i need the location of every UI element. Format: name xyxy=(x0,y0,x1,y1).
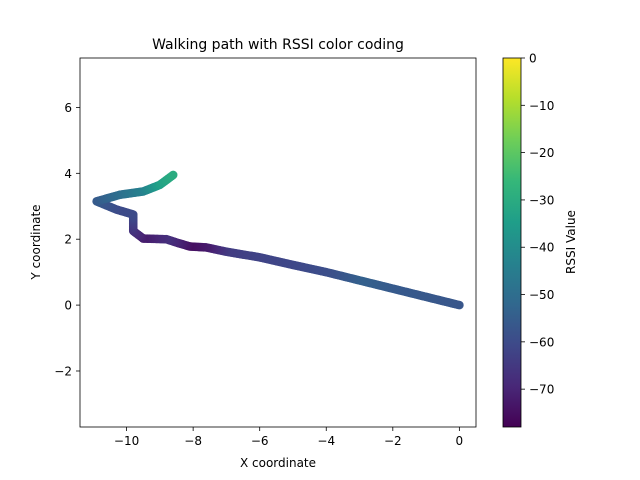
path-point xyxy=(168,170,178,180)
colorbar-tick-label: −40 xyxy=(529,241,554,255)
colorbar-ticks: 0 −10 −20 −30 −40 −50 −60 −70 xyxy=(521,52,554,397)
plot-frame xyxy=(79,57,477,428)
x-tick-label: 0 xyxy=(456,434,464,448)
y-tick-label: 4 xyxy=(64,167,72,181)
y-tick-label: −2 xyxy=(54,364,72,378)
colorbar-gradient xyxy=(502,57,522,428)
colorbar: 0 −10 −20 −30 −40 −50 −60 −70 RSSI Value xyxy=(502,52,578,428)
colorbar-label: RSSI Value xyxy=(564,210,578,274)
y-tick-label: 6 xyxy=(64,101,72,115)
colorbar-tick-label: −50 xyxy=(529,288,554,302)
colorbar-tick-label: 0 xyxy=(529,52,537,66)
x-tick-label: −10 xyxy=(114,434,139,448)
x-tick-label: −8 xyxy=(184,434,202,448)
x-tick-label: −4 xyxy=(317,434,335,448)
x-axis-label: X coordinate xyxy=(240,456,316,470)
scatter-points xyxy=(92,170,464,310)
y-tick-label: 2 xyxy=(64,233,72,247)
x-tick-label: −2 xyxy=(384,434,402,448)
x-axis: −10 −8 −6 −4 −2 0 xyxy=(114,427,463,448)
y-axis-label: Y coordinate xyxy=(29,204,43,280)
x-tick-label: −6 xyxy=(251,434,269,448)
colorbar-tick-label: −10 xyxy=(529,99,554,113)
y-axis: −2 0 2 4 6 xyxy=(54,101,80,378)
chart-title: Walking path with RSSI color coding xyxy=(152,37,404,53)
colorbar-tick-label: −60 xyxy=(529,335,554,349)
colorbar-tick-label: −70 xyxy=(529,383,554,397)
colorbar-tick-label: −20 xyxy=(529,146,554,160)
colorbar-tick-label: −30 xyxy=(529,193,554,207)
y-tick-label: 0 xyxy=(64,299,72,313)
